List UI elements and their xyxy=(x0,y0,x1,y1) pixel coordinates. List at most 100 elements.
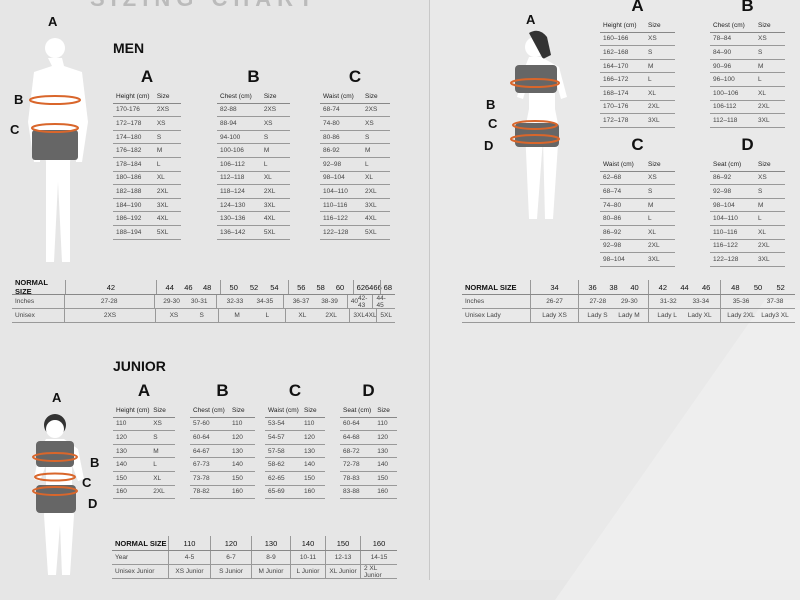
header-cell: Height (cm) xyxy=(116,92,150,100)
normal-size-cell: Lady S xyxy=(587,312,608,319)
table-cell: 2XL xyxy=(263,187,276,195)
normal-size-cell: 50 xyxy=(229,282,238,292)
table-cell: 72-78 xyxy=(343,461,360,469)
normal-size-cell: 42 xyxy=(658,282,667,292)
table-cell: 162–168 xyxy=(603,48,629,56)
size-group: 2XS xyxy=(64,309,155,322)
size-group: 8-9 xyxy=(251,551,290,564)
table-row: 122–128 5XL xyxy=(320,226,390,240)
size-group: 160 xyxy=(360,536,397,550)
table-row: 73-78 150 xyxy=(190,472,255,486)
table-cell: 140 xyxy=(304,461,315,469)
table-cell: 53-54 xyxy=(268,420,285,428)
men-title: MEN xyxy=(113,40,145,56)
table-cell: 140 xyxy=(377,461,389,469)
size-group: 62 64 66 xyxy=(352,280,382,294)
table-header: Height (cm) Size xyxy=(600,19,675,33)
table-header: Waist (cm) Size xyxy=(320,90,390,104)
normal-size-cell: 120 xyxy=(224,538,238,548)
table-row: 98–104 XL xyxy=(320,172,390,186)
table-cell: 68–74 xyxy=(603,187,622,195)
table-row: 84–90 S xyxy=(710,46,785,60)
normal-size-cell: 8-9 xyxy=(266,554,276,561)
women-size-table: Height (cm) Size 160–166 XS 162–168 S 164–170 M… xyxy=(600,19,675,128)
row-label: NORMAL SIZE xyxy=(15,278,48,296)
table-cell: 2XL xyxy=(156,187,169,195)
table-cell: 73-78 xyxy=(193,474,210,482)
women-size-table: Waist (cm) Size 62–68 XS 68–74 S 74–80 M 80–86 L 8… xyxy=(600,158,675,267)
table-cell: 62-65 xyxy=(268,474,285,482)
table-cell: M xyxy=(758,201,764,209)
table-row: 62-65 150 xyxy=(265,472,325,486)
size-group: 44 46 48 xyxy=(156,280,219,294)
size-group: 36-37 38-39 xyxy=(282,295,347,308)
table-row: 57-60 110 xyxy=(190,418,255,432)
table-cell: 112–118 xyxy=(220,174,245,182)
table-cell: L xyxy=(648,215,652,223)
normal-size-cell: 34-35 xyxy=(256,298,274,305)
table-row: 118–124 2XL xyxy=(217,185,290,199)
table-row: 98–104 3XL xyxy=(600,253,675,267)
normal-size-cell: 42-43 xyxy=(358,294,368,309)
normal-size-cell: 6-7 xyxy=(226,554,236,561)
junior-title: JUNIOR xyxy=(113,358,166,374)
table-cell: 65-69 xyxy=(268,488,285,496)
table-cell: 110 xyxy=(377,420,388,428)
table-row: 65-69 160 xyxy=(265,486,325,500)
table-cell: 186–192 xyxy=(116,215,142,223)
junior-label-c: C xyxy=(82,475,92,490)
normal-size-cell: 14-15 xyxy=(370,554,388,561)
size-group: S Junior xyxy=(210,565,251,578)
size-group: Lady XS xyxy=(530,309,578,322)
table-cell: 78-82 xyxy=(193,488,210,496)
table-cell: 166–172 xyxy=(603,76,629,84)
table-cell: 122–128 xyxy=(323,228,349,236)
normal-size-cell: 58 xyxy=(316,282,325,292)
table-cell: XS xyxy=(758,174,767,182)
women-label-c: C xyxy=(488,116,498,131)
men-label-b: B xyxy=(14,92,24,107)
table-cell: 57-60 xyxy=(193,420,210,428)
table-cell: 170-176 xyxy=(116,106,140,114)
men-label-c: C xyxy=(10,122,20,137)
normal-size-cell: 27-28 xyxy=(589,298,607,305)
size-group: 6-7 xyxy=(210,551,251,564)
normal-size-cell: Lady 2XL xyxy=(727,312,755,319)
normal-size-row: Unisex 2XS XS S M L XL 2XL 3XL 4XL 5XL xyxy=(12,309,395,323)
table-cell: 120 xyxy=(232,433,243,441)
junior-size-table: Height (cm) Size 110 XS 120 S 130 M 140 L 150 XL 160… xyxy=(113,404,175,500)
size-group: 42 xyxy=(64,280,157,294)
table-cell: 98–104 xyxy=(713,201,735,209)
table-cell: 160–166 xyxy=(603,35,629,43)
table-cell: 106–112 xyxy=(220,160,245,168)
table-cell: 2XL xyxy=(648,103,660,111)
normal-size-cell: XL Junior xyxy=(329,568,357,575)
table-cell: 172–178 xyxy=(603,116,629,124)
table-cell: 180–186 xyxy=(116,174,142,182)
table-cell: S xyxy=(648,48,653,56)
table-cell: M xyxy=(156,147,163,155)
normal-size-cell: 5XL xyxy=(380,312,392,319)
normal-size-cell: Lady XL xyxy=(687,312,712,319)
normal-size-cell: 48 xyxy=(731,282,740,292)
table-cell: 58-62 xyxy=(268,461,285,469)
table-cell: 82-88 xyxy=(220,106,237,114)
normal-size-row: Inches 26-27 27-28 29-30 31-32 33-34 35-36 37-3… xyxy=(462,295,795,309)
men-table-letter: A xyxy=(140,67,154,86)
table-row: 68-74 2XS xyxy=(320,104,390,118)
women-table-letter: D xyxy=(741,135,754,154)
normal-size-cell: XL xyxy=(298,312,307,319)
junior-size-table: Seat (cm) Size 60-64 110 64-68 120 68-72 130 72-… xyxy=(340,404,397,500)
table-row: 140 L xyxy=(113,458,175,472)
table-header: Chest (cm) Size xyxy=(217,90,290,104)
size-group: 68 xyxy=(379,280,395,294)
junior-table-letter: C xyxy=(288,381,302,400)
normal-size-cell: 52 xyxy=(249,282,259,292)
table-row: 88-94 XS xyxy=(217,117,290,131)
table-cell: 100-106 xyxy=(220,147,244,155)
table-cell: 60-64 xyxy=(193,433,210,441)
table-row: 82-88 2XS xyxy=(217,104,290,118)
table-cell: 3XL xyxy=(648,255,660,263)
table-row: 78-82 160 xyxy=(190,486,255,500)
normal-size-cell: 150 xyxy=(336,538,350,548)
